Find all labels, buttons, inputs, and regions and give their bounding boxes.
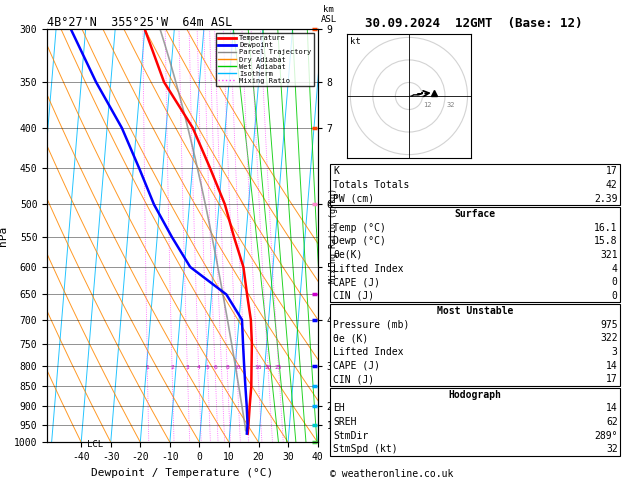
Text: StmDir: StmDir [333, 431, 369, 441]
Text: 1: 1 [145, 365, 149, 370]
Text: 30.09.2024  12GMT  (Base: 12): 30.09.2024 12GMT (Base: 12) [365, 17, 582, 30]
Text: Hodograph: Hodograph [448, 390, 501, 400]
Text: CAPE (J): CAPE (J) [333, 277, 381, 287]
Text: Lifted Index: Lifted Index [333, 263, 404, 274]
Text: 3: 3 [186, 365, 189, 370]
Text: StmSpd (kt): StmSpd (kt) [333, 444, 398, 454]
Text: 4: 4 [612, 263, 618, 274]
Text: 42: 42 [606, 180, 618, 190]
Text: LCL: LCL [87, 440, 103, 449]
Text: Lifted Index: Lifted Index [333, 347, 404, 357]
Text: 12: 12 [423, 102, 432, 108]
X-axis label: Dewpoint / Temperature (°C): Dewpoint / Temperature (°C) [91, 468, 274, 478]
Text: 15.8: 15.8 [594, 236, 618, 246]
Text: Pressure (mb): Pressure (mb) [333, 320, 409, 330]
Text: 14: 14 [606, 403, 618, 414]
Text: 16.1: 16.1 [594, 223, 618, 233]
Text: 10: 10 [233, 365, 241, 370]
Text: EH: EH [333, 403, 345, 414]
Text: 17: 17 [606, 166, 618, 176]
Text: 4: 4 [197, 365, 201, 370]
Text: Most Unstable: Most Unstable [437, 306, 513, 316]
Text: 32: 32 [446, 102, 455, 108]
Text: Mixing Ratio (g/kg): Mixing Ratio (g/kg) [329, 188, 338, 283]
Text: θe (K): θe (K) [333, 333, 369, 344]
Text: 2: 2 [170, 365, 174, 370]
Text: 62: 62 [606, 417, 618, 427]
Text: 6: 6 [213, 365, 217, 370]
Text: 17: 17 [606, 374, 618, 384]
Text: 16: 16 [254, 365, 262, 370]
Text: Totals Totals: Totals Totals [333, 180, 409, 190]
Text: 322: 322 [600, 333, 618, 344]
Text: © weatheronline.co.uk: © weatheronline.co.uk [330, 469, 454, 479]
Text: 0: 0 [612, 277, 618, 287]
Legend: Temperature, Dewpoint, Parcel Trajectory, Dry Adiabat, Wet Adiabat, Isotherm, Mi: Temperature, Dewpoint, Parcel Trajectory… [216, 33, 314, 87]
Text: 20: 20 [264, 365, 272, 370]
Text: θe(K): θe(K) [333, 250, 363, 260]
Text: Surface: Surface [454, 209, 496, 219]
Text: 975: 975 [600, 320, 618, 330]
Text: 3: 3 [612, 347, 618, 357]
Text: K: K [333, 166, 339, 176]
Text: 5: 5 [206, 365, 209, 370]
Text: 32: 32 [606, 444, 618, 454]
Text: PW (cm): PW (cm) [333, 193, 374, 204]
Text: 2.39: 2.39 [594, 193, 618, 204]
Text: 14: 14 [606, 361, 618, 371]
Text: km
ASL: km ASL [321, 5, 337, 24]
Text: Temp (°C): Temp (°C) [333, 223, 386, 233]
Text: 8: 8 [225, 365, 229, 370]
Text: Dewp (°C): Dewp (°C) [333, 236, 386, 246]
Text: 0: 0 [612, 291, 618, 301]
Text: 321: 321 [600, 250, 618, 260]
Text: 25: 25 [275, 365, 282, 370]
Text: CAPE (J): CAPE (J) [333, 361, 381, 371]
Text: CIN (J): CIN (J) [333, 291, 374, 301]
Text: kt: kt [350, 37, 361, 46]
Text: CIN (J): CIN (J) [333, 374, 374, 384]
Text: 4B°27'N  355°25'W  64m ASL: 4B°27'N 355°25'W 64m ASL [47, 16, 233, 29]
Text: 289°: 289° [594, 431, 618, 441]
Text: SREH: SREH [333, 417, 357, 427]
Y-axis label: hPa: hPa [0, 226, 8, 246]
